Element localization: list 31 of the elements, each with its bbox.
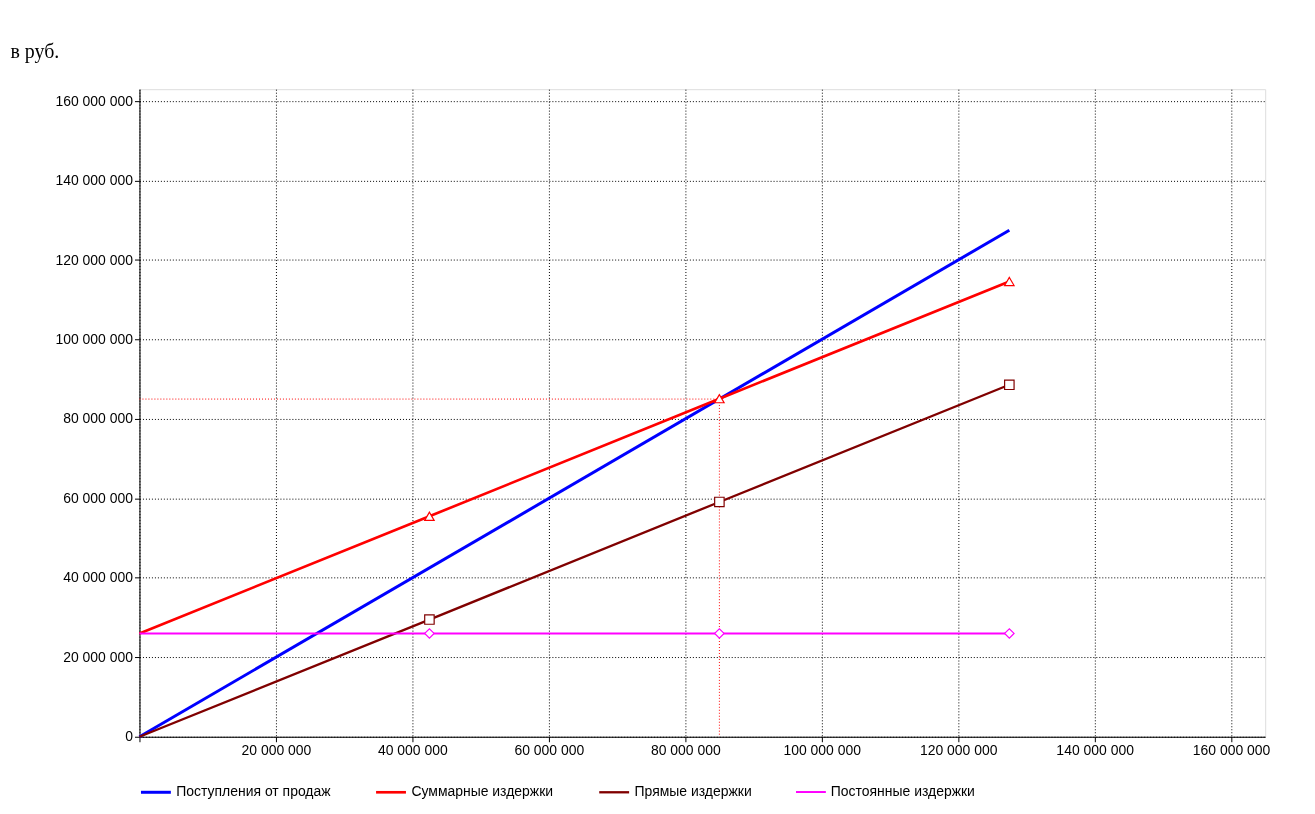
point bbox=[424, 614, 435, 625]
point bbox=[424, 628, 435, 639]
y-tick-label: 120 000 000 bbox=[55, 251, 134, 268]
x-tick-label: 140 000 000 bbox=[1056, 742, 1135, 759]
x-tick-label: 40 000 000 bbox=[377, 742, 448, 759]
point bbox=[714, 496, 725, 508]
x-tick-label: 20 000 000 bbox=[241, 742, 312, 759]
legend-label: Прямые издержки bbox=[634, 783, 752, 800]
point bbox=[424, 511, 435, 521]
legend-label: Постоянные издержки bbox=[830, 783, 975, 800]
point bbox=[1004, 379, 1015, 391]
y-tick-label: 40 000 000 bbox=[63, 569, 134, 586]
y-tick-label: 160 000 000 bbox=[55, 92, 134, 109]
legend-label: Суммарные издержки bbox=[411, 783, 554, 800]
y-axis-title: в руб. bbox=[10, 39, 60, 63]
point bbox=[1004, 628, 1015, 639]
y-tick-label: 80 000 000 bbox=[63, 410, 134, 427]
y-tick-label: 140 000 000 bbox=[55, 172, 134, 189]
point bbox=[1004, 276, 1015, 287]
y-tick-label: 0 bbox=[125, 728, 134, 745]
y-tick-label: 60 000 000 bbox=[63, 489, 134, 506]
point bbox=[714, 393, 725, 404]
y-tick-label: 20 000 000 bbox=[63, 648, 134, 665]
x-tick-label: 80 000 000 bbox=[650, 742, 721, 759]
x-tick-label: 120 000 000 bbox=[919, 742, 998, 759]
x-tick-label: 160 000 000 bbox=[1192, 742, 1271, 759]
x-tick-label: 100 000 000 bbox=[783, 742, 862, 759]
point bbox=[714, 628, 725, 639]
x-tick-label: 60 000 000 bbox=[514, 742, 585, 759]
y-tick-label: 100 000 000 bbox=[55, 330, 134, 347]
legend-label: Поступления от продаж bbox=[176, 783, 332, 800]
